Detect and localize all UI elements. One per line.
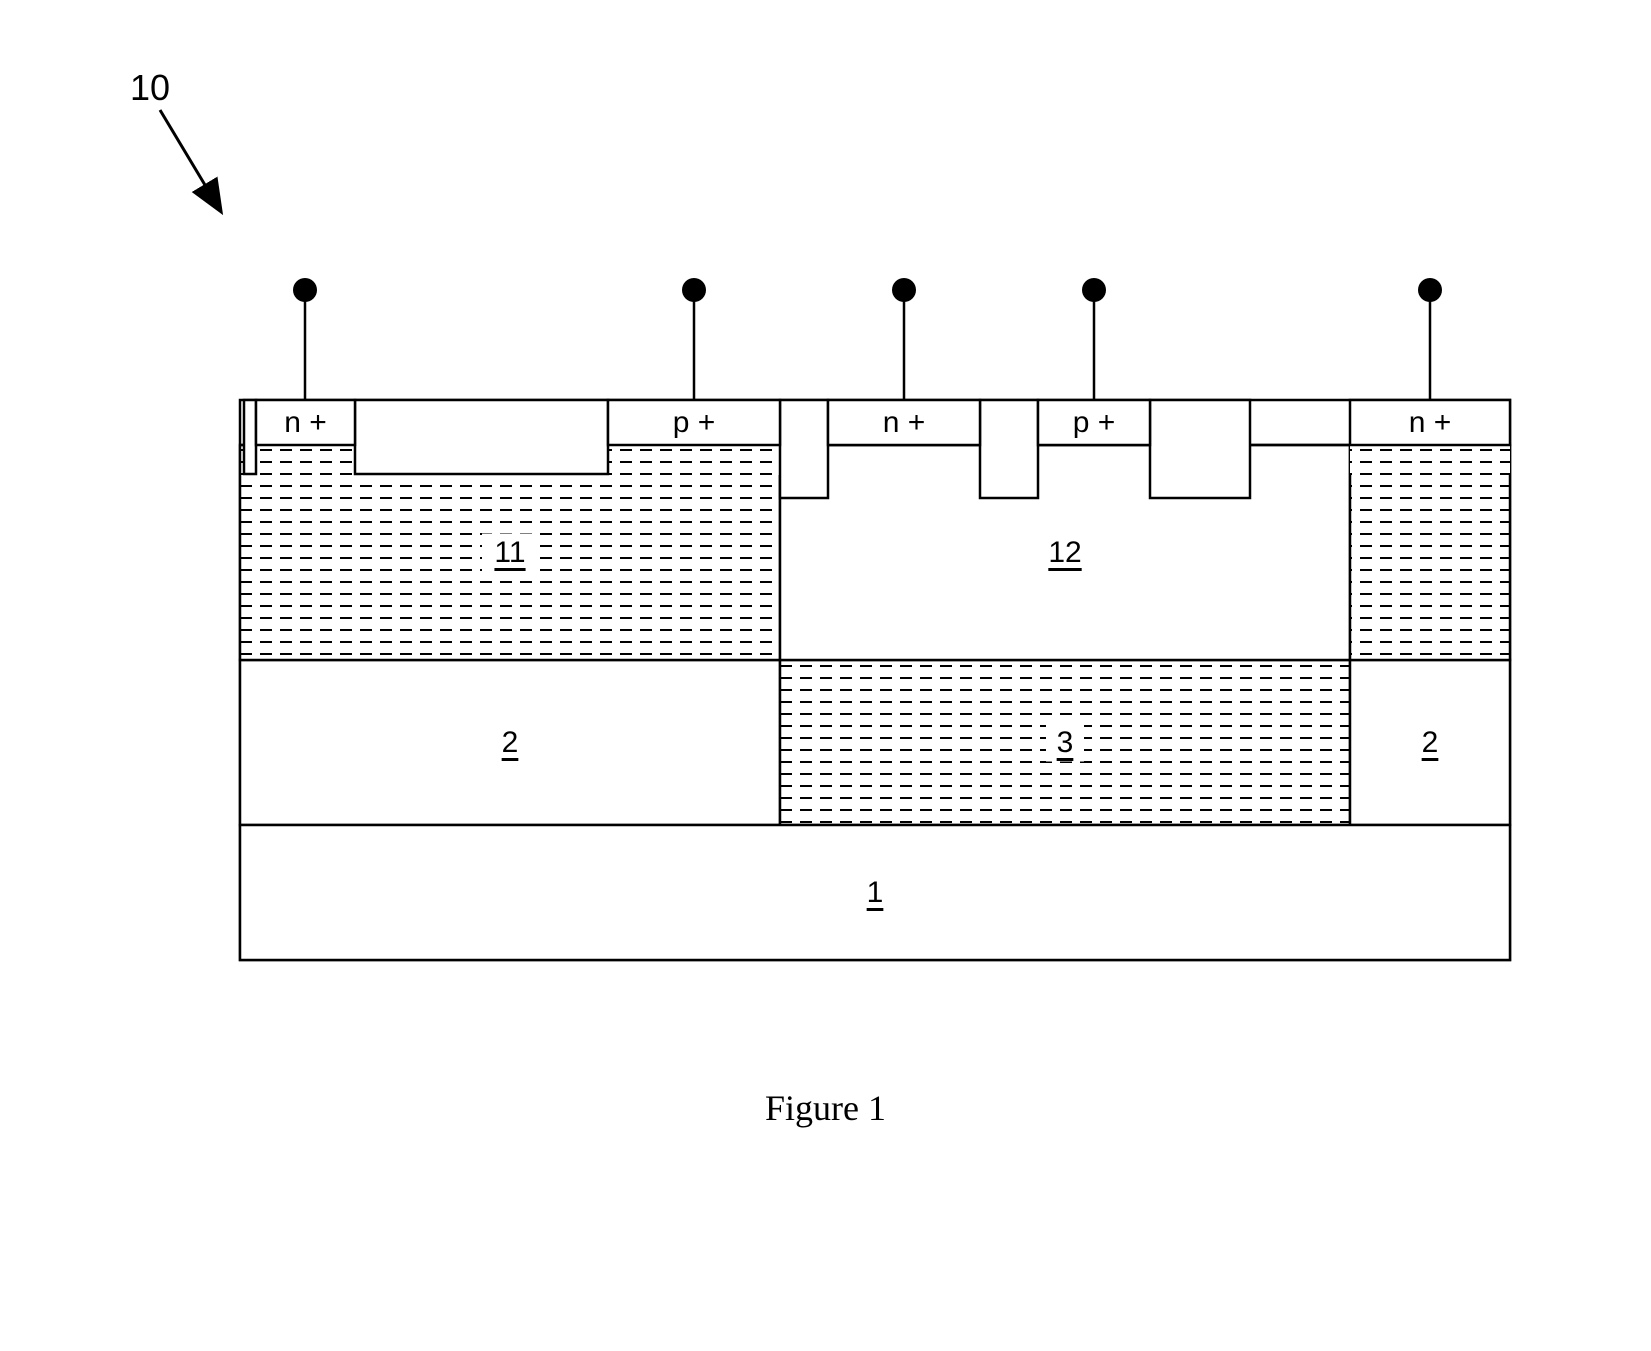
iso-slit-2 — [780, 400, 828, 498]
terminal-4-node — [1082, 278, 1106, 302]
label-2-left: 2 — [502, 726, 519, 759]
n-plus-1-label: n + — [284, 406, 327, 439]
iso-slit-4 — [1150, 400, 1250, 498]
label-2-right: 2 — [1422, 726, 1439, 759]
label-1: 1 — [867, 876, 884, 909]
n-plus-3-label: n + — [1409, 406, 1452, 439]
figure-caption: Figure 1 — [765, 1088, 886, 1128]
hatch-under-nplus1 — [255, 445, 355, 475]
terminal-2-node — [682, 278, 706, 302]
hatch-under-nplus3 — [1350, 445, 1510, 475]
terminal-1-node — [293, 278, 317, 302]
iso-slit-0 — [244, 400, 256, 474]
p-plus-1-label: p + — [673, 406, 716, 439]
region-right-hatch — [1350, 445, 1510, 660]
label-11: 11 — [494, 536, 525, 569]
iso-slit-1 — [355, 400, 608, 474]
iso-slit-3 — [980, 400, 1038, 498]
terminal-3-node — [892, 278, 916, 302]
label-3: 3 — [1057, 726, 1074, 759]
terminal-5-node — [1418, 278, 1442, 302]
n-plus-2-label: n + — [883, 406, 926, 439]
p-plus-2-label: p + — [1073, 406, 1116, 439]
ref-10-arrow — [160, 110, 220, 210]
hatch-under-pplus1 — [608, 445, 780, 475]
ref-10-label: 10 — [130, 67, 170, 108]
label-12: 12 — [1048, 536, 1081, 569]
